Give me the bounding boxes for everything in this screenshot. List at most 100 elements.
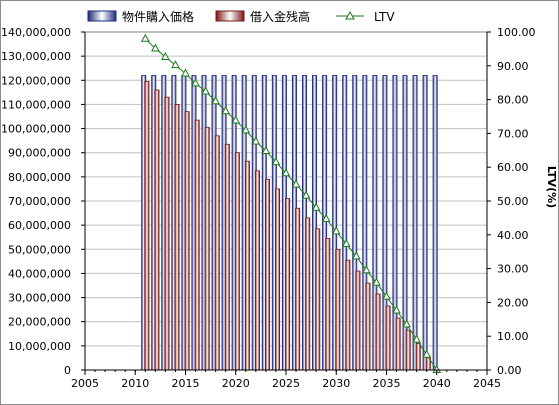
bar-purchase-price	[422, 75, 428, 371]
right-tick-label: 90.00	[497, 60, 529, 73]
bar-purchase-price	[412, 75, 418, 371]
ltv-point	[372, 277, 381, 286]
ltv-point	[341, 238, 351, 247]
ltv-point	[331, 226, 341, 235]
ltv-point	[181, 68, 190, 77]
bar-loan-balance	[154, 89, 160, 371]
right-tick-label: 70.00	[497, 127, 529, 140]
legend-label-loan-balance: 借入金残高	[250, 9, 310, 24]
bar-loan-balance	[234, 152, 240, 371]
ltv-point	[321, 213, 331, 222]
ltv-point	[161, 51, 170, 61]
ltv-point	[151, 43, 160, 52]
bar-loan-balance	[204, 126, 210, 371]
bar-loan-balance	[214, 135, 220, 371]
bar-loan-balance	[325, 238, 331, 371]
bar-loan-balance	[385, 305, 391, 371]
bar-loan-balance	[295, 207, 301, 371]
right-tick-label: 10.00	[497, 330, 529, 343]
bar-loan-balance	[335, 248, 341, 371]
ltv-point	[291, 179, 301, 188]
axes	[81, 31, 491, 375]
x-tick-label: 2035	[373, 377, 401, 390]
x-tick-label: 2010	[121, 377, 149, 390]
x-tick-label: 2020	[222, 377, 250, 390]
legend-label-ltv: LTV	[374, 10, 395, 24]
bar-loan-balance	[164, 96, 170, 371]
left-tick-label: 100,000,000	[1, 123, 71, 136]
bar-loan-balance	[174, 104, 180, 371]
bar-loan-balance	[144, 81, 150, 371]
ltv-point	[191, 78, 200, 87]
ltv-point	[241, 125, 251, 134]
right-axis-title: LTV(%)	[545, 166, 558, 208]
ltv-point	[422, 349, 432, 358]
ltv-line	[140, 33, 442, 373]
bar-loan-balance	[264, 178, 270, 371]
right-tick-label: 30.00	[497, 263, 529, 276]
ltv-point	[261, 145, 271, 154]
bar-loan-balance	[275, 188, 281, 371]
x-tick-label: 2025	[272, 377, 300, 390]
left-tick-label: 90,000,000	[8, 147, 71, 160]
ltv-point	[362, 265, 371, 274]
x-tick-label: 2030	[322, 377, 350, 390]
right-tick-label: 20.00	[497, 296, 529, 309]
legend-label-purchase-price: 物件購入価格	[122, 9, 194, 24]
left-tick-label: 50,000,000	[8, 243, 71, 256]
bar-loan-balance	[194, 119, 200, 371]
bar-loan-balance	[254, 170, 260, 371]
bar-loan-balance	[315, 228, 321, 371]
ltv-point	[201, 86, 210, 95]
bar-loan-balance	[345, 259, 351, 371]
right-tick-label: 80.00	[497, 94, 529, 107]
bar-loan-balance	[184, 111, 190, 371]
left-tick-label: 120,000,000	[1, 74, 71, 87]
right-tick-label: 100.00	[497, 26, 536, 39]
ltv-point	[412, 334, 421, 343]
bar-loan-balance	[395, 317, 401, 371]
bar-loan-balance	[355, 270, 361, 371]
ltv-point	[392, 305, 401, 314]
legend-swatch-loan-balance	[215, 10, 245, 22]
ltv-point	[301, 190, 311, 199]
legend-swatch-purchase-price	[87, 10, 117, 22]
ltv-point	[402, 319, 411, 328]
ltv-point	[352, 251, 361, 260]
ltv-point	[271, 157, 281, 166]
bar-loan-balance	[285, 198, 291, 371]
right-tick-label: 40.00	[497, 229, 529, 242]
ltv-point	[211, 96, 220, 105]
ltv-point	[171, 60, 180, 69]
left-tick-label: 30,000,000	[8, 292, 71, 305]
bar-loan-balance	[405, 329, 411, 371]
tick-labels: 0 10,000,000 20,000,000 30,000,000 40,000,00…	[1, 26, 535, 390]
bar-loan-balance	[415, 343, 421, 371]
ltv-point	[251, 136, 261, 145]
left-tick-label: 60,000,000	[8, 219, 71, 232]
right-tick-label: 60.00	[497, 161, 529, 174]
x-tick-label: 2005	[71, 377, 99, 390]
left-tick-label: 0	[64, 364, 71, 377]
x-tick-label: 2045	[473, 377, 501, 390]
ltv-point	[221, 106, 231, 115]
left-tick-label: 110,000,000	[1, 98, 71, 111]
left-tick-label: 140,000,000	[1, 26, 71, 39]
bar-loan-balance	[365, 282, 371, 371]
left-tick-label: 10,000,000	[8, 340, 71, 353]
ltv-point	[231, 115, 241, 124]
ltv-point	[281, 168, 291, 177]
legend: 物件購入価格 借入金残高 LTV	[87, 9, 395, 24]
legend-marker-ltv	[345, 10, 355, 20]
left-tick-label: 70,000,000	[8, 195, 71, 208]
bars	[141, 75, 438, 371]
ltv-point	[311, 202, 321, 211]
right-tick-label: 50.00	[497, 195, 529, 208]
ltv-point	[140, 33, 150, 42]
bar-purchase-price	[432, 75, 438, 371]
x-tick-label: 2040	[423, 377, 451, 390]
left-tick-label: 80,000,000	[8, 171, 71, 184]
bar-loan-balance	[305, 217, 311, 371]
right-tick-label: 0.00	[497, 364, 522, 377]
